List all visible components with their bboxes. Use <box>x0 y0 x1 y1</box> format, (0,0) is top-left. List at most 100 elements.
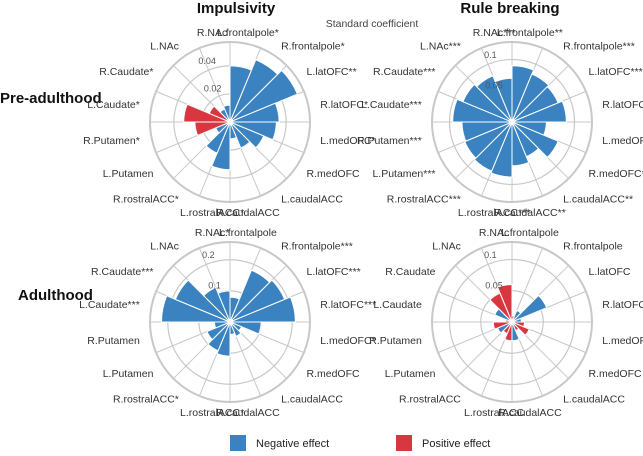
bar-R.Putamen <box>492 321 513 330</box>
polar-chart-2: 0.05 0.1 L.frontalpole**R.frontalpole*** L.… <box>357 27 643 219</box>
category-label: R.frontalpole*** <box>563 41 635 53</box>
category-label: R.medOFC*** <box>589 168 643 180</box>
bar-L.NAc <box>202 286 231 323</box>
bar-R.Caudate <box>208 105 231 123</box>
bar-L.latOFC <box>229 69 299 123</box>
category-label: L.caudalACC <box>281 194 343 206</box>
legend-swatch-positive <box>396 435 412 451</box>
bar-L.Putamen <box>463 121 513 159</box>
column-title-rule-breaking: Rule breaking <box>460 0 559 17</box>
category-label: L.frontalpole <box>501 227 559 239</box>
category-label: L.caudalACC** <box>563 194 633 206</box>
category-label: L.Putamen*** <box>372 168 435 180</box>
category-label: L.latOFC*** <box>589 66 643 78</box>
category-label: R.Putamen <box>87 335 140 347</box>
bar-R.NAc <box>222 104 231 123</box>
category-label: R.Putamen* <box>83 135 140 147</box>
category-label: R.rostralACC* <box>113 194 179 206</box>
bar-L.caudalACC <box>229 321 242 338</box>
category-label: L.medOFC* <box>320 135 375 147</box>
category-label: L.latOFC*** <box>307 266 361 278</box>
category-label: L.Putamen <box>103 168 154 180</box>
category-label: L.medOFC* <box>320 335 375 347</box>
bar-L.latOFC <box>511 294 548 323</box>
category-label: L.Caudate* <box>87 99 140 111</box>
polar-chart-1: 0.02 0.04 L.frontalpole*R.frontalpole* L.la… <box>83 27 375 219</box>
category-label: L.Caudate*** <box>79 299 140 311</box>
tick-label: 0.05 <box>485 280 503 290</box>
category-label: R.rostralACC*** <box>387 194 461 206</box>
bar-R.latOFC <box>229 102 280 123</box>
bar-L.caudalACC <box>229 121 251 149</box>
category-label: R.Caudate <box>385 266 435 278</box>
legend-label-positive: Positive effect <box>422 438 490 450</box>
bar-R.rostralACC <box>207 321 231 352</box>
category-label: R.NAc <box>197 27 227 39</box>
category-label: L.Putamen <box>385 368 436 380</box>
polar-chart-3: 0.1 0.2 L.frontalpole R.frontalpole*** L.lat… <box>79 227 376 419</box>
category-label: R.caudalACC** <box>494 207 566 219</box>
grid-spoke <box>511 247 544 323</box>
category-label: L.medOFC <box>602 335 643 347</box>
category-label: L.caudalACC <box>281 394 343 406</box>
category-label: R.medOFC <box>307 168 361 180</box>
category-label: R.Putamen <box>369 335 422 347</box>
category-label: R.Caudate* <box>99 66 153 78</box>
category-label: L.medOFC* <box>602 135 643 147</box>
category-label: R.rostralACC <box>399 394 461 406</box>
category-label: L.rostralACC <box>464 407 525 419</box>
polar-chart-4: 0.05 0.1 L.frontalpole R.frontalpole L.latOF… <box>369 227 643 419</box>
category-label: L.rostralACC* <box>180 407 244 419</box>
bar-R.rostralACC <box>473 121 513 172</box>
tick-label: 0.05 <box>485 80 503 90</box>
category-label: R.NAc* <box>195 227 229 239</box>
category-label: R.NAc*** <box>473 27 516 39</box>
legend-label-negative: Negative effect <box>256 438 329 450</box>
category-label: R.caudalACC <box>216 207 280 219</box>
bar-R.NAc <box>494 77 513 123</box>
category-label: R.Caudate*** <box>91 266 153 278</box>
category-label: R.NAc <box>479 227 509 239</box>
category-label: R.caudalACC <box>216 407 280 419</box>
category-label: R.latOFC <box>602 299 643 311</box>
tick-label: 0.04 <box>198 56 216 66</box>
bar-R.rostralACC <box>205 121 231 154</box>
bar-L.Putamen <box>206 321 231 341</box>
bar-R.latOFC <box>229 296 296 323</box>
category-label: L.rostralACC*** <box>458 207 530 219</box>
bar-R.frontalpole <box>511 73 550 123</box>
tick-label: 0.1 <box>484 50 497 60</box>
bar-R.Caudate <box>462 83 513 123</box>
category-label: R.rostralACC* <box>113 394 179 406</box>
category-label: L.NAc <box>432 241 461 253</box>
category-label: L.latOFC <box>589 266 631 278</box>
bar-R.medOFC <box>229 121 265 149</box>
axis-subtitle: Standard coefficient <box>326 18 419 30</box>
category-label: R.frontalpole*** <box>281 241 353 253</box>
tick-label: 0.1 <box>484 250 497 260</box>
category-label: L.frontalpole* <box>217 27 279 39</box>
category-label: L.Caudate <box>373 299 422 311</box>
category-label: L.NAc*** <box>420 41 461 53</box>
category-label: L.latOFC** <box>307 66 357 78</box>
category-label: R.latOFC*** <box>320 299 376 311</box>
category-label: R.latOFC* <box>320 99 368 111</box>
category-label: L.NAc <box>150 241 179 253</box>
tick-label: 0.02 <box>204 84 222 94</box>
category-label: L.rostralACC* <box>180 207 244 219</box>
category-label: L.Putamen <box>103 368 154 380</box>
bar-R.Caudate <box>174 279 231 323</box>
tick-label: 0.2 <box>202 250 215 260</box>
category-label: L.frontalpole <box>219 227 277 239</box>
category-label: R.latOFC*** <box>602 99 643 111</box>
row-title-adulthood: Adulthood <box>18 287 93 304</box>
bar-R.latOFC <box>511 100 567 123</box>
category-label: R.medOFC <box>307 368 361 380</box>
category-label: R.medOFC <box>589 368 643 380</box>
bar-R.medOFC <box>511 121 559 159</box>
bar-R.NAc <box>217 290 231 323</box>
category-label: R.frontalpole* <box>281 41 345 53</box>
category-label: L.Caudate*** <box>361 99 422 111</box>
row-title-pre-adulthood: Pre-adulthood <box>0 90 102 107</box>
